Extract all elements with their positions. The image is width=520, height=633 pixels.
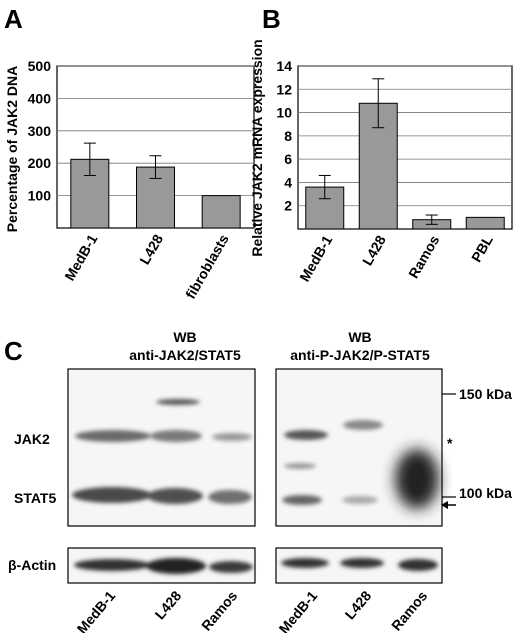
- chartA-category-label: L428: [136, 231, 166, 267]
- chartA-category-label: fibroblasts: [182, 231, 232, 301]
- blot-right-title-1: WB: [348, 329, 371, 345]
- chartA-y-tick-label: 200: [28, 155, 52, 171]
- chartB-category-label: PBL: [468, 232, 496, 265]
- chartB-y-tick-label: 4: [284, 174, 292, 190]
- chartB-y-tick-label: 10: [276, 105, 292, 121]
- lane-label-left-3: Ramos: [198, 587, 240, 633]
- chartA-category-label: MedB-1: [61, 231, 100, 283]
- lane-label-left-2: L428: [152, 587, 185, 622]
- chartB-category-label: L428: [359, 232, 389, 268]
- panel-letter-a: A: [4, 4, 23, 34]
- chartB-category-label: MedB-1: [296, 232, 335, 284]
- blot-right-title-2: anti-P-JAK2/P-STAT5: [290, 347, 430, 363]
- chartA-bar: [201, 195, 241, 229]
- chartB-y-tick-label: 14: [276, 58, 292, 74]
- asterisk-label: *: [447, 435, 453, 451]
- chartA-y-tick-label: 100: [28, 188, 52, 204]
- row-label-stat5: STAT5: [14, 490, 56, 506]
- blot-left-main: [67, 368, 256, 527]
- lane-label-right-2: L428: [342, 587, 375, 622]
- chartB-category-label: Ramos: [405, 232, 442, 281]
- chart-a-y-axis-title: Percentage of JAK2 DNA: [4, 66, 20, 233]
- chartA-bar: [70, 158, 110, 229]
- blot-left-title-1: WB: [173, 329, 196, 345]
- chartA-y-tick-label: 300: [28, 123, 52, 139]
- blot-left-actin: [67, 547, 256, 584]
- chartB-y-tick-label: 8: [284, 128, 292, 144]
- lane-label-right-3: Ramos: [388, 587, 430, 633]
- chartB-y-tick-label: 6: [284, 151, 292, 167]
- chart-b-y-axis-title: Relative JAK2 mRNA expression: [249, 39, 265, 256]
- row-label-beta-actin: β-Actin: [8, 557, 56, 573]
- marker-150kda: 150 kDa: [459, 386, 512, 402]
- blot-right-main: [275, 368, 443, 527]
- chartA-y-tick-label: 400: [28, 90, 52, 106]
- marker-100kda: 100 kDa: [459, 485, 512, 501]
- blot-left-title-2: anti-JAK2/STAT5: [129, 347, 241, 363]
- chartB-y-tick-label: 12: [276, 81, 292, 97]
- lane-label-right-1: MedB-1: [276, 587, 321, 633]
- chartA-y-tick-label: 500: [28, 58, 52, 74]
- panel-letter-c: C: [4, 336, 23, 366]
- chart-b: Relative JAK2 mRNA expression 2 4 6 8 10 12 14…: [249, 39, 513, 284]
- chartB-y-tick-label: 2: [284, 198, 292, 214]
- arrow-icon: [441, 501, 456, 509]
- chart-a: Percentage of JAK2 DNA 100 200 300 400 500 M…: [4, 58, 255, 301]
- chartB-bar: [465, 216, 505, 230]
- row-label-jak2: JAK2: [14, 431, 50, 447]
- blot-right-actin: [275, 547, 443, 584]
- panel-letter-b: B: [262, 4, 281, 34]
- lane-label-left-1: MedB-1: [74, 587, 119, 633]
